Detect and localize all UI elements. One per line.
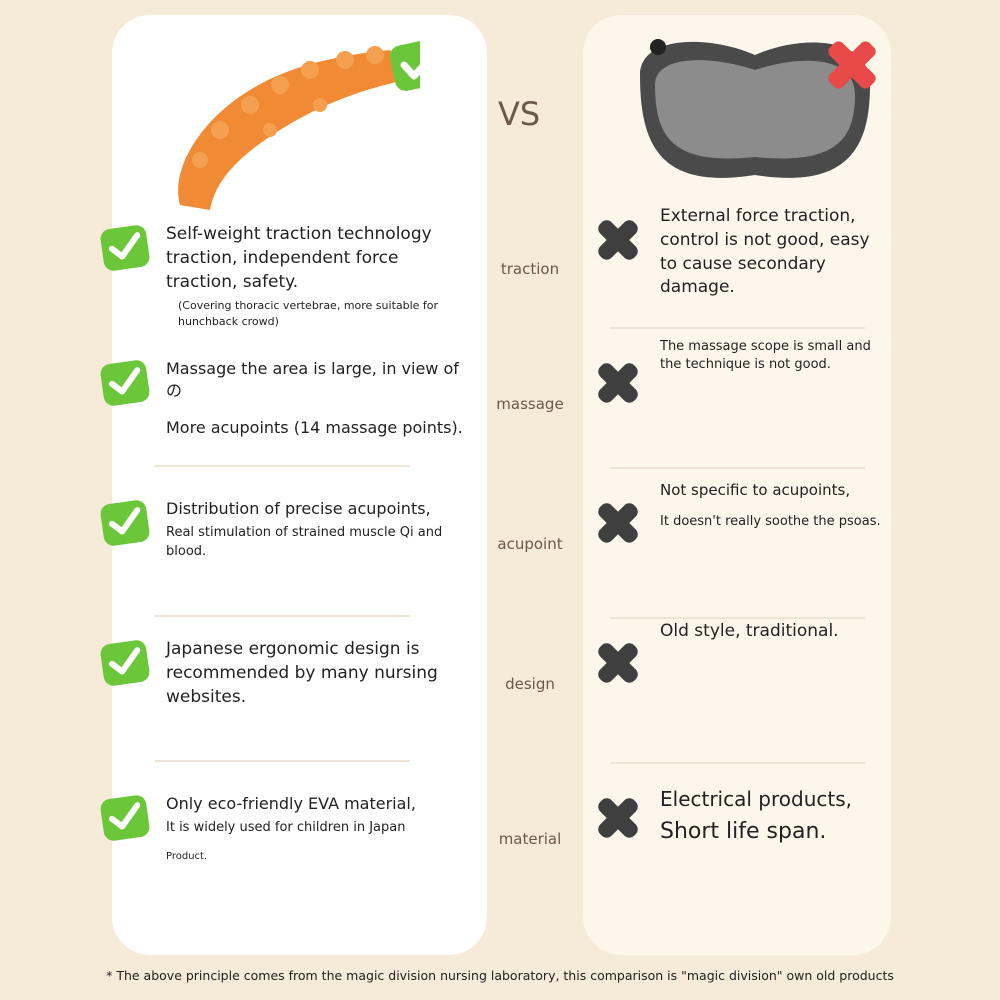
advantage-note: It is widely used for children in Japan [166,820,406,836]
advantage-note: (Covering thoracic vertebrae, more suita… [178,299,439,328]
orange-spine-stretcher-image [178,39,420,210]
vs-label: VS [498,95,541,133]
advantage-text: Self-weight traction technology traction… [166,224,432,292]
grey-cross-icon [598,363,638,403]
divider [155,465,410,467]
category-label-design: design [505,675,555,693]
divider [155,760,410,762]
disadvantage-text: Electrical products, [660,787,852,811]
grey-cross-icon [598,503,638,543]
green-check-icon [99,224,151,272]
advantage-text: Only eco-friendly EVA material, [166,794,416,813]
grey-cross-icon [598,220,638,260]
disadvantage-text: The massage scope is small and the techn… [660,339,871,373]
advantage-text: Japanese ergonomic design is recommended… [166,639,438,707]
advantage-text: Massage the area is large, in view of の [166,359,459,401]
category-label-traction: traction [500,260,560,278]
grey-cross-icon [598,643,638,683]
footnote: * The above principle comes from the mag… [106,968,894,983]
disadvantage-note: Short life span. [660,819,827,844]
green-check-icon [99,639,151,687]
divider [610,327,865,329]
disadvantage-text: Old style, traditional. [660,621,839,641]
advantage-note-2: Product. [166,850,208,862]
good-product-card [112,15,487,955]
grey-cross-icon [598,798,638,838]
green-check-icon [99,794,151,842]
advantage-note: Real stimulation of strained muscle Qi a… [166,525,443,559]
disadvantage-text: Not specific to acupoints, [660,481,851,499]
divider [610,617,865,619]
divider [610,762,865,764]
divider [155,615,410,617]
advantage-text: Distribution of precise acupoints, [166,499,431,518]
category-label-material: material [498,830,562,848]
category-label-massage: massage [496,395,564,413]
category-label-acupoint: acupoint [497,535,563,553]
disadvantage-text: External force traction, control is not … [660,206,870,298]
green-check-icon [99,499,151,547]
neck-massage-pillow-image [640,39,876,178]
green-check-icon [99,359,151,407]
disadvantage-note: It doesn't really soothe the psoas. [660,514,881,529]
advantage-note: More acupoints (14 massage points). [166,417,463,437]
divider [610,467,865,469]
